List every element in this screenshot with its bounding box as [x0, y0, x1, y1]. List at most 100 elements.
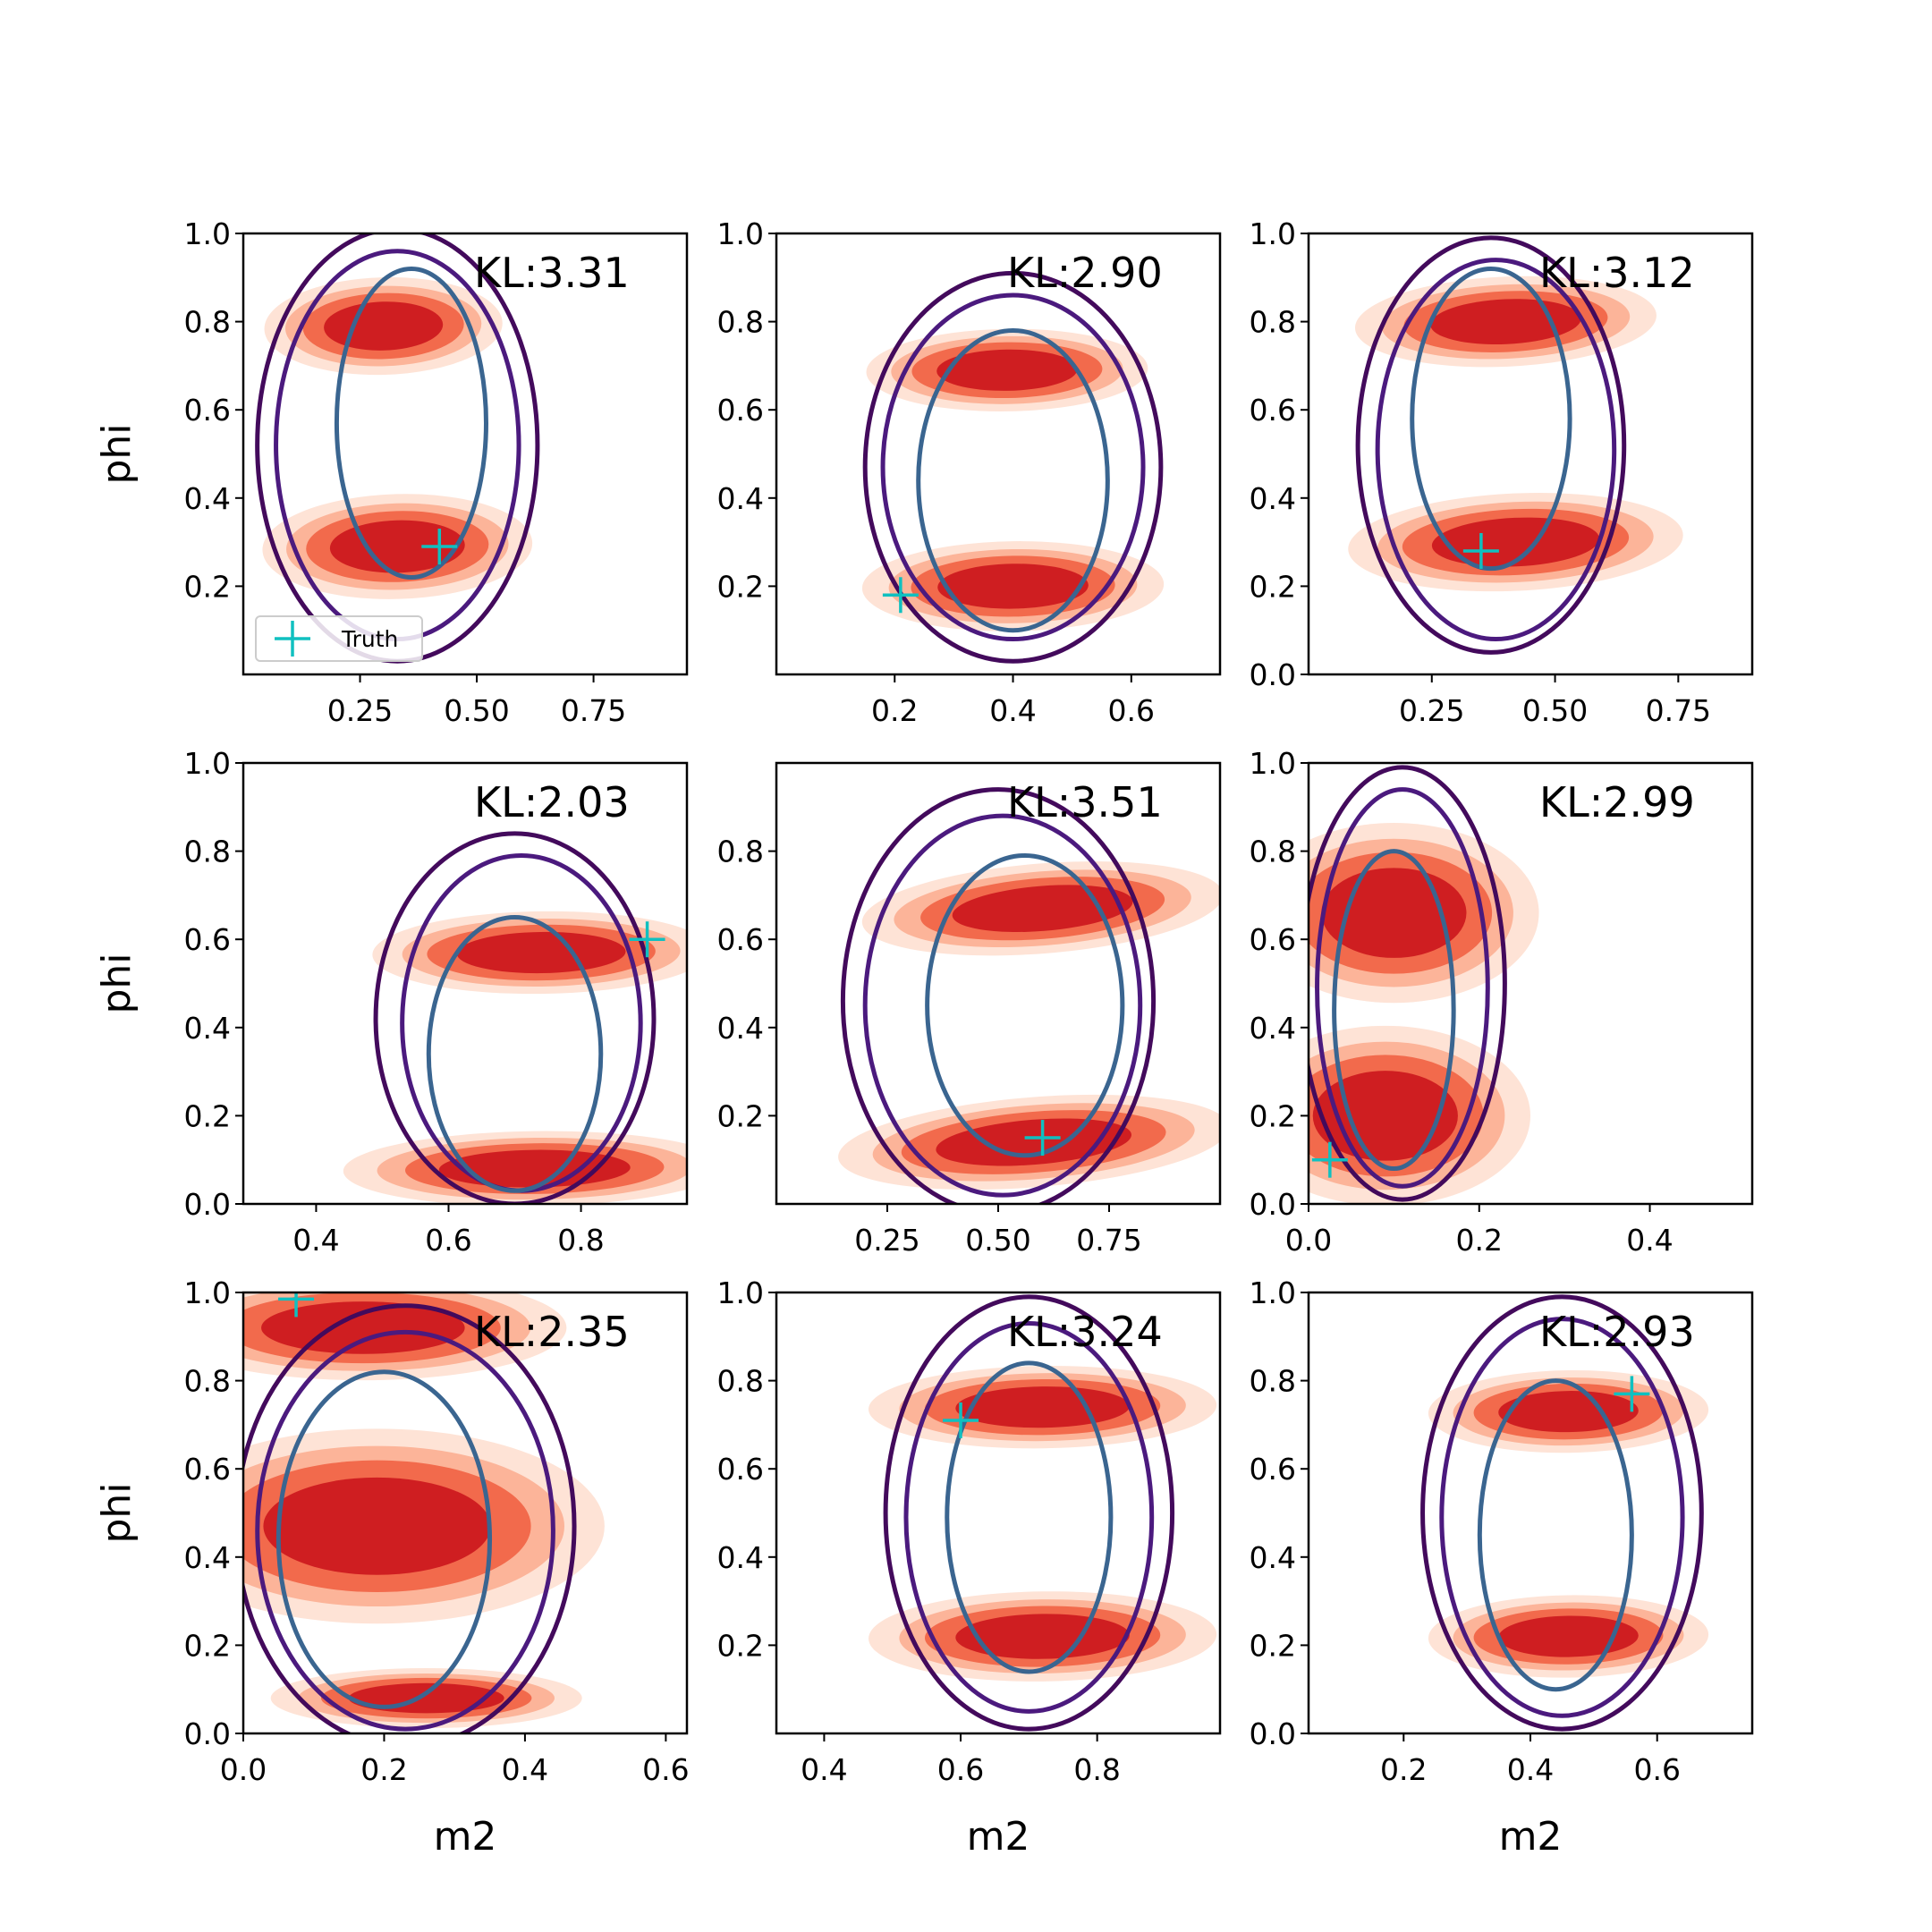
y-tick-label: 0.4 [184, 481, 231, 516]
truth-marker [421, 529, 458, 565]
contour-outer [840, 787, 1157, 1204]
y-tick-label: 0.6 [1250, 922, 1296, 957]
x-tick-label: 0.25 [327, 693, 393, 728]
x-tick-label: 0.25 [854, 1223, 919, 1258]
y-tick-label: 0.6 [1250, 393, 1296, 428]
plot-area [1309, 765, 1539, 1204]
x-tick-label: 0.4 [502, 1752, 548, 1787]
y-tick-label: 0.8 [1250, 305, 1296, 340]
y-tick-label: 0.0 [1250, 1716, 1296, 1751]
contour-inner [426, 915, 604, 1193]
plot-area [343, 831, 687, 1204]
kl-annotation: KL:2.90 [1007, 249, 1163, 297]
x-tick-label: 0.0 [220, 1752, 267, 1787]
plot-area [243, 1292, 605, 1733]
plot-area [1348, 235, 1683, 655]
panel-row3-col2: 0.2 0.4 0.6 0.8 1.0 0.4 0.6 0.8 KL:3.24 m2 [717, 1275, 1222, 1860]
y-tick-label: 0.4 [184, 1540, 231, 1575]
y-tick-label: 0.4 [717, 481, 764, 516]
contour-outer [1309, 765, 1507, 1202]
axes-frame [242, 761, 689, 1206]
axes-frame [1307, 232, 1754, 676]
plot-area [255, 233, 540, 664]
legend: Truth [255, 615, 423, 662]
x-tick-label: 0.2 [1456, 1223, 1503, 1258]
y-tick-label: 0.2 [184, 569, 231, 604]
y-tick-label: 1.0 [184, 746, 231, 781]
y-tick-label: 0.0 [184, 1187, 231, 1222]
y-tick-label: 0.6 [717, 1452, 764, 1487]
y-axis-label: phi [94, 423, 140, 484]
density-blob-1-level-3 [329, 520, 465, 573]
x-tick-label: 0.4 [801, 1752, 847, 1787]
truth-marker [943, 1402, 979, 1438]
x-tick-label: 0.4 [1626, 1223, 1673, 1258]
contour-outer [1355, 235, 1627, 655]
y-tick-label: 1.0 [184, 216, 231, 251]
truth-marker [278, 1292, 315, 1318]
x-tick-label: 0.4 [1507, 1752, 1554, 1787]
panel-row2-col3: 0.0 0.2 0.4 0.6 0.8 1.0 0.0 0.2 0.4 KL:2.99 [1250, 746, 1754, 1258]
density-blob-0-level-3 [955, 1386, 1130, 1428]
y-axis-label: phi [94, 1482, 140, 1543]
plot-area [1420, 1294, 1709, 1732]
x-axis-label: m2 [1499, 1814, 1563, 1860]
y-tick-label: 1.0 [1250, 216, 1296, 251]
y-tick-label: 0.2 [717, 569, 764, 604]
contour-mid [880, 292, 1146, 642]
y-tick-label: 0.8 [717, 835, 764, 869]
y-tick-label: 0.8 [1250, 1364, 1296, 1399]
y-tick-label: 0.2 [1250, 1628, 1296, 1663]
x-tick-label: 0.50 [1522, 693, 1588, 728]
y-tick-label: 0.6 [184, 1452, 231, 1487]
contour-mid [255, 1329, 555, 1732]
truth-marker [882, 577, 919, 614]
truth-marker [629, 921, 665, 958]
y-tick-label: 0.6 [184, 922, 231, 957]
y-tick-label: 1.0 [1250, 746, 1296, 781]
truth-marker [1311, 1141, 1348, 1178]
plot-area [861, 270, 1165, 664]
contour-mid [903, 1321, 1155, 1714]
x-tick-label: 0.8 [557, 1223, 604, 1258]
kl-annotation: KL:2.93 [1539, 1308, 1695, 1356]
kl-annotation: KL:3.24 [1007, 1308, 1163, 1356]
density-blob-0-level-3 [936, 349, 1078, 391]
y-tick-label: 0.6 [1250, 1452, 1296, 1487]
legend-label: Truth [341, 626, 398, 652]
contour-mid [1439, 1317, 1685, 1718]
y-tick-label: 0.8 [184, 1364, 231, 1399]
y-tick-label: 0.2 [1250, 569, 1296, 604]
kl-annotation: KL:3.31 [474, 249, 630, 297]
x-axis-label: m2 [434, 1814, 497, 1860]
x-tick-label: 0.6 [1108, 693, 1155, 728]
contour-inner [1410, 266, 1572, 572]
x-tick-label: 0.50 [444, 693, 509, 728]
contour-mid [1315, 787, 1490, 1189]
axes-frame [1307, 761, 1754, 1206]
panel-row1-col1: 0.2 0.4 0.6 0.8 1.0 0.25 0.50 0.75 KL:3.31 phi Tru… [94, 216, 689, 728]
x-tick-label: 0.8 [1073, 1752, 1120, 1787]
x-tick-label: 0.4 [292, 1223, 339, 1258]
plus-icon [275, 621, 310, 657]
kl-annotation: KL:3.51 [1007, 778, 1163, 826]
y-tick-label: 0.4 [717, 1540, 764, 1575]
x-tick-label: 0.50 [965, 1223, 1030, 1258]
density-blob-0-level-3 [456, 931, 626, 974]
contour-inner [916, 327, 1110, 633]
x-tick-label: 0.2 [1380, 1752, 1427, 1787]
density-blob-0-level-3 [324, 301, 444, 351]
density-blob-0-level-3 [1498, 1391, 1639, 1433]
truth-marker [1462, 532, 1499, 569]
axes-frame [775, 1291, 1222, 1735]
x-tick-label: 0.2 [871, 693, 918, 728]
y-tick-label: 1.0 [1250, 1275, 1296, 1310]
panel-row1-col3: 0.0 0.2 0.4 0.6 0.8 1.0 0.25 0.50 0.75 KL:3.12 [1250, 216, 1754, 728]
y-tick-label: 0.4 [1250, 481, 1296, 516]
contour-inner [275, 1369, 493, 1709]
density-blob-1-level-3 [263, 1477, 491, 1575]
y-tick-label: 0.2 [717, 1098, 764, 1133]
x-tick-label: 0.75 [1076, 1223, 1141, 1258]
y-tick-label: 0.4 [1250, 1540, 1296, 1575]
kl-annotation: KL:3.12 [1539, 249, 1695, 297]
